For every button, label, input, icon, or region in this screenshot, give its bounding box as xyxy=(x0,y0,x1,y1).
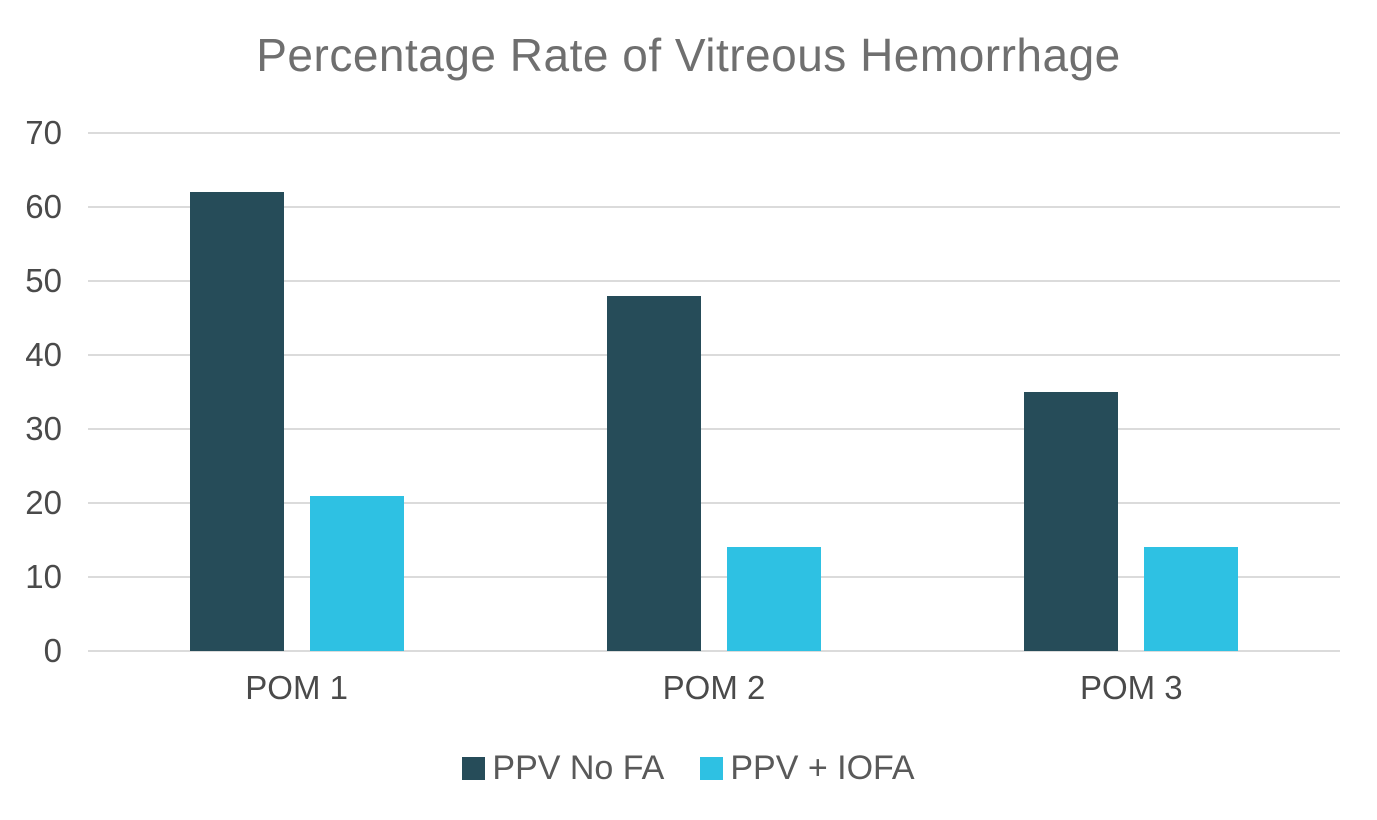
bar-pom-2-series-0 xyxy=(607,295,701,651)
x-tick-label-3: POM 3 xyxy=(1079,669,1183,706)
gridline-y-50 xyxy=(88,280,1340,282)
bar-pom-3-series-1 xyxy=(1144,547,1239,651)
gridline-y-30 xyxy=(88,428,1340,430)
bar-pom-1-series-1 xyxy=(309,495,404,651)
legend-item-1: PPV + IOFA xyxy=(700,748,915,788)
y-tick-label-0: 0 xyxy=(43,632,62,669)
gridline-y-70 xyxy=(88,132,1340,134)
gridline-y-0 xyxy=(88,650,1340,652)
legend-swatch-icon xyxy=(700,756,724,780)
gridline-y-10 xyxy=(88,576,1340,578)
y-tick-label-40: 40 xyxy=(25,336,62,373)
bar-pom-2-series-1 xyxy=(727,547,821,651)
y-tick-label-50: 50 xyxy=(25,262,62,299)
legend-label: PPV No FA xyxy=(492,749,665,787)
bar-pom-3-series-0 xyxy=(1024,392,1119,651)
legend-item-0: PPV No FA xyxy=(462,748,664,788)
gridline-y-20 xyxy=(88,502,1340,504)
legend-swatch-icon xyxy=(462,756,486,780)
legend: PPV No FA PPV + IOFA xyxy=(0,748,1377,788)
gridline-y-60 xyxy=(88,206,1340,208)
legend-label: PPV + IOFA xyxy=(730,749,915,787)
x-tick-label-1: POM 1 xyxy=(245,669,348,706)
y-tick-label-10: 10 xyxy=(25,558,62,595)
y-tick-label-60: 60 xyxy=(25,188,62,225)
y-tick-label-20: 20 xyxy=(25,484,62,521)
x-tick-label-2: POM 2 xyxy=(662,669,766,706)
bar-pom-1-series-0 xyxy=(189,192,284,651)
chart-title: Percentage Rate of Vitreous Hemorrhage xyxy=(256,29,1121,81)
y-tick-label-70: 70 xyxy=(25,114,62,151)
y-tick-label-30: 30 xyxy=(25,410,62,447)
gridline-y-40 xyxy=(88,354,1340,356)
